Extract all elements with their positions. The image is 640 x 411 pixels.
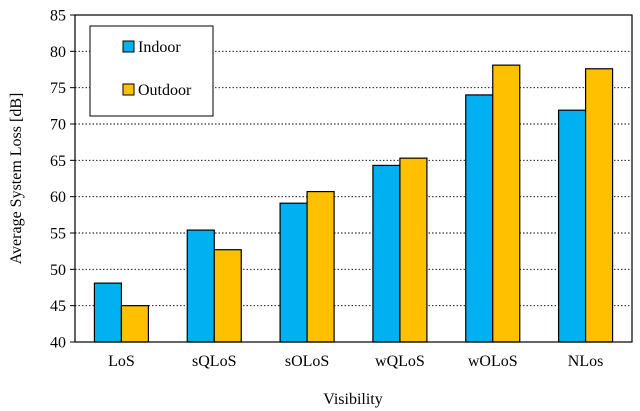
plot-area-frame	[74, 14, 633, 343]
x-tick-label: wQLoS	[375, 353, 425, 370]
y-tick-label: 75	[50, 80, 66, 97]
bar-indoor-wolos	[465, 94, 494, 343]
y-tick-label: 55	[50, 226, 66, 243]
bar-outdoor-los	[120, 305, 150, 343]
y-axis-title: Average System Loss [dB]	[8, 93, 25, 265]
bar-indoor-wqlos	[372, 164, 401, 343]
y-tick-label: 65	[50, 153, 66, 170]
y-tick-label: 80	[50, 44, 66, 61]
y-tick-label: 45	[50, 298, 66, 315]
bar-indoor-solos	[279, 202, 308, 343]
legend-box	[89, 25, 214, 117]
y-tick-label: 85	[50, 8, 66, 25]
bar-indoor-los	[93, 282, 123, 343]
y-tick-labels: 40 45 50 55 60 65 70 75 80 85	[50, 8, 75, 352]
x-tick-label: NLos	[568, 353, 604, 370]
x-tick-label: wOLoS	[468, 353, 518, 370]
x-tick-label: sOLoS	[285, 353, 329, 370]
bar-outdoor-nlos	[584, 68, 614, 343]
bar-indoor-nlos	[557, 109, 587, 343]
bar-outdoor-solos	[306, 190, 335, 343]
bar-outdoor-sqlos	[213, 249, 242, 343]
legend-label-outdoor: Outdoor	[138, 82, 192, 99]
y-tick-label: 60	[50, 189, 66, 206]
x-tick-label: sQLoS	[192, 353, 236, 370]
legend-label-indoor: Indoor	[138, 39, 181, 56]
legend-swatch-outdoor	[122, 83, 135, 96]
bar-outdoor-wqlos	[399, 157, 428, 343]
x-tick-label: LoS	[108, 353, 135, 370]
y-tick-label: 70	[50, 117, 66, 134]
bar-outdoor-wolos	[492, 64, 521, 343]
bar-indoor-sqlos	[186, 229, 215, 343]
legend-swatch-indoor	[122, 40, 135, 53]
y-tick-label: 50	[50, 262, 66, 279]
x-axis-title: Visibility	[323, 391, 383, 408]
legend: Indoor Outdoor	[89, 25, 214, 117]
y-tick-label: 40	[50, 335, 66, 352]
bars	[93, 64, 614, 343]
x-tick-labels: LoS sQLoS sOLoS wQLoS wOLoS NLos	[108, 353, 603, 370]
